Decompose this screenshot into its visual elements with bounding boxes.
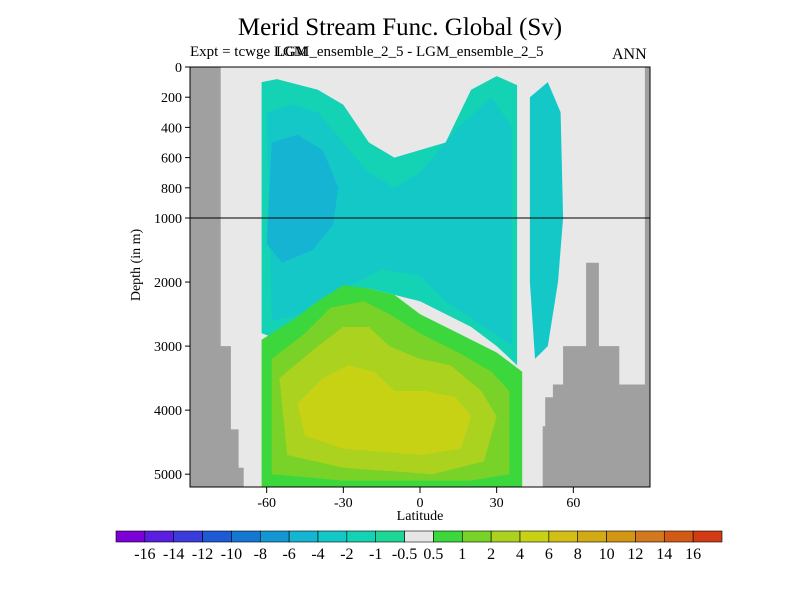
contour-negative-core — [266, 134, 339, 263]
plot-area — [190, 67, 650, 487]
colorbar-label: -12 — [192, 546, 213, 563]
x-axis-ticks: -60 -30 0 30 60 — [257, 487, 580, 511]
y-tick-label: 800 — [161, 182, 182, 197]
colorbar-label: 1 — [458, 546, 466, 563]
colorbar-swatch — [635, 530, 665, 543]
colorbar-swatch — [404, 530, 434, 543]
colorbar-swatch — [231, 530, 261, 543]
y-tick-label: 400 — [161, 121, 182, 136]
colorbar-swatch — [375, 530, 405, 543]
x-tick-label: 30 — [490, 496, 504, 511]
colorbar-swatch — [490, 530, 521, 543]
colorbar-swatch — [173, 530, 203, 543]
colorbar-label: -10 — [221, 546, 242, 563]
colorbar-swatch — [288, 530, 319, 543]
colorbar-swatch — [115, 530, 146, 543]
colorbar-label: -16 — [134, 546, 155, 563]
y-tick-label: 0 — [175, 61, 182, 76]
chart-title: Merid Stream Func. Global (Sv) — [237, 14, 563, 41]
colorbar-label: -0.5 — [392, 546, 417, 563]
colorbar-label: 16 — [685, 546, 701, 563]
colorbar-label: 2 — [487, 546, 495, 563]
y-tick-label: 600 — [161, 152, 182, 167]
contour-negative-north — [529, 82, 564, 359]
season-label: ANN — [612, 46, 647, 63]
colorbar-label: 4 — [516, 546, 524, 563]
colorbar: -16 -14 -12 -10 -8 -6 -4 -2 -1 -0.5 0.5 1 2 4 6 8 10 12 14… — [115, 530, 723, 563]
colorbar-label: 10 — [599, 546, 615, 563]
y-tick-label: 2000 — [154, 276, 182, 291]
colorbar-label: -14 — [163, 546, 184, 563]
colorbar-swatch — [461, 530, 492, 543]
colorbar-swatch — [346, 530, 377, 543]
land-arctic — [542, 67, 650, 487]
y-tick-label: 200 — [161, 91, 182, 106]
overlay-label: LGM_ensemble_2_5 - LGM_ensemble_2_5 — [276, 44, 544, 60]
colorbar-swatch — [577, 530, 607, 543]
contour-negative-main — [266, 97, 512, 347]
y-tick-label: 1000 — [154, 212, 182, 227]
colorbar-label: -6 — [282, 546, 295, 563]
colorbar-swatch — [692, 530, 723, 543]
contour-positive-core — [297, 365, 472, 455]
y-tick-label: 3000 — [154, 340, 182, 355]
colorbar-swatch — [202, 530, 232, 543]
land-mask — [190, 67, 650, 487]
colorbar-label: 14 — [656, 546, 672, 563]
y-tick-label: 5000 — [154, 468, 182, 483]
colorbar-label: 8 — [574, 546, 582, 563]
colorbar-label: -8 — [254, 546, 267, 563]
contour-fields — [261, 76, 564, 487]
colorbar-swatch — [259, 530, 290, 543]
colorbar-swatch — [663, 530, 694, 543]
y-tick-label: 4000 — [154, 404, 182, 419]
colorbar-swatch — [317, 530, 348, 543]
colorbar-swatch — [433, 530, 463, 543]
land-antarctica — [190, 67, 244, 487]
colorbar-swatch — [519, 530, 550, 543]
colorbar-swatch — [144, 530, 175, 543]
colorbar-swatch — [606, 530, 636, 543]
x-tick-label: 0 — [417, 496, 424, 511]
x-tick-label: 60 — [566, 496, 580, 511]
y-axis-label: Depth (in m) — [129, 229, 144, 302]
experiment-label: Expt = tcwge LGM — [190, 44, 308, 60]
x-tick-label: -60 — [257, 496, 276, 511]
x-tick-label: -30 — [334, 496, 353, 511]
colorbar-label: -2 — [340, 546, 353, 563]
colorbar-label: 0.5 — [423, 546, 443, 563]
colorbar-label: 6 — [545, 546, 553, 563]
x-axis-label: Latitude — [397, 509, 444, 524]
colorbar-label: 12 — [627, 546, 643, 563]
colorbar-label: -4 — [311, 546, 324, 563]
colorbar-label: -1 — [369, 546, 382, 563]
colorbar-swatch — [548, 530, 579, 543]
y-axis-ticks: 0 200 400 600 800 1000 2000 3000 4000 5000 — [154, 61, 190, 483]
